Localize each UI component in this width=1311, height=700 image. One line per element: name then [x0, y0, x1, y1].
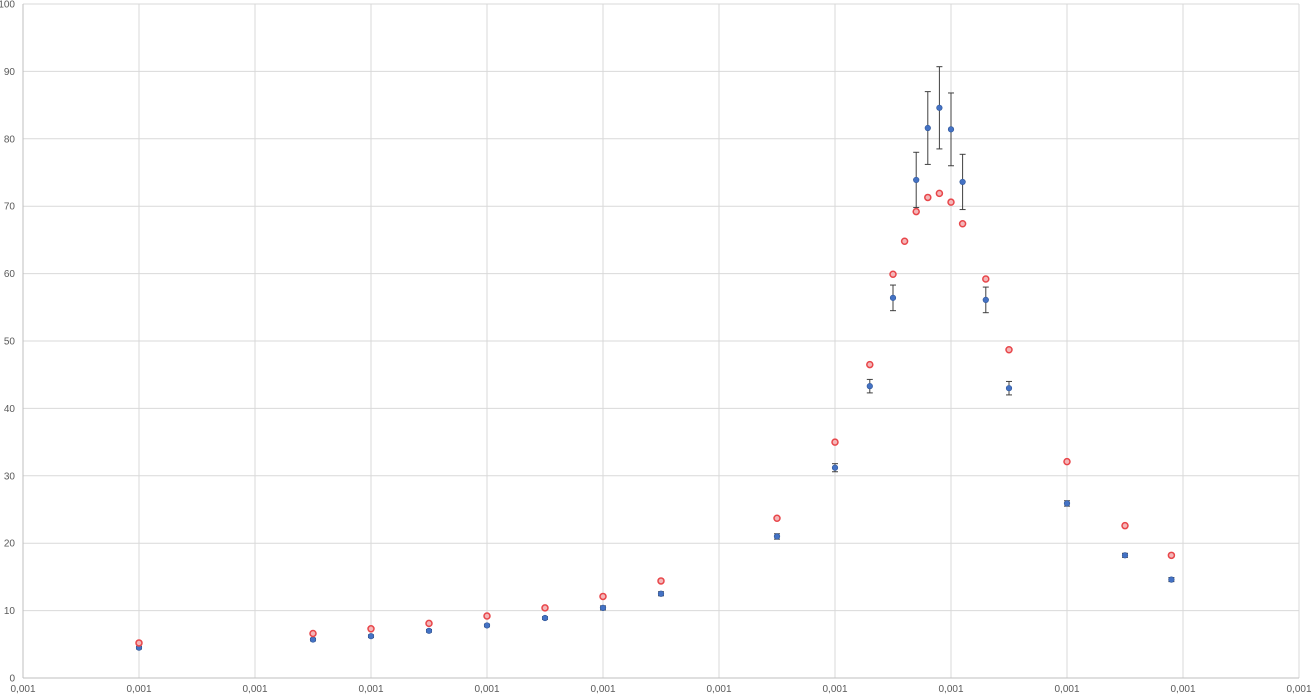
data-point-series-1: [1168, 576, 1175, 583]
y-tick-label: 80: [4, 134, 16, 145]
data-point-series-1: [483, 622, 491, 629]
gridlines: [23, 3, 1300, 678]
data-point-series-2: [866, 360, 874, 369]
data-point-series-1: [924, 124, 931, 132]
x-tick-label: 0,001: [590, 684, 615, 695]
data-point-series-2: [1167, 551, 1176, 560]
x-tick-label: 0,001: [474, 684, 499, 695]
y-tick-label: 70: [4, 202, 16, 213]
data-point-series-2: [935, 189, 944, 198]
data-point-series-1: [309, 636, 317, 643]
data-point-series-2: [947, 198, 955, 206]
x-tick-label: 0,001: [938, 684, 963, 695]
x-tick-label: 0,001: [10, 684, 35, 695]
data-point-series-2: [1121, 521, 1129, 530]
data-point-series-1: [936, 104, 943, 111]
x-tick-label: 0,001: [1286, 684, 1311, 695]
axes: [22, 4, 1299, 679]
data-point-series-1: [831, 464, 839, 471]
x-tick-label: 0,001: [126, 684, 151, 695]
data-point-series-2: [657, 577, 665, 585]
data-point-series-1: [913, 176, 920, 184]
error-bars: [136, 66, 1175, 650]
data-point-series-2: [309, 629, 317, 638]
x-tick-label: 0,001: [822, 684, 847, 695]
data-point-series-2: [367, 625, 375, 633]
x-tick-label: 0,001: [242, 684, 267, 695]
data-point-series-2: [483, 612, 491, 620]
data-point-series-1: [1005, 385, 1013, 392]
y-tick-label: 0: [9, 674, 15, 685]
x-tick-labels: 0,001 0,001 0,001 0,001 0,001 0,001 0,001 0,001…: [10, 684, 1311, 695]
data-point-series-1: [947, 126, 955, 133]
data-point-series-1: [657, 590, 665, 597]
data-point-series-2: [1005, 346, 1013, 354]
data-point-series-2: [541, 604, 549, 612]
data-markers: [135, 104, 1176, 651]
data-point-series-1: [866, 383, 873, 390]
data-point-series-1: [1121, 552, 1129, 559]
data-point-series-1: [959, 178, 966, 186]
x-tick-label: 0,001: [358, 684, 383, 695]
data-point-series-2: [135, 639, 143, 647]
y-tick-label: 40: [4, 404, 16, 415]
y-tick-label: 50: [4, 337, 16, 348]
x-tick-label: 0,001: [1170, 684, 1195, 695]
data-point-series-1: [982, 296, 989, 303]
y-tick-labels: 0 10 20 30 40 50 60 70 80 90 100: [0, 0, 15, 685]
y-tick-label: 90: [4, 67, 16, 78]
data-point-series-2: [831, 438, 839, 446]
data-point-series-2: [900, 237, 909, 245]
data-point-series-2: [889, 270, 897, 279]
data-point-series-1: [1063, 500, 1071, 507]
data-point-series-2: [773, 514, 781, 523]
x-tick-label: 0,001: [1054, 684, 1079, 695]
data-point-series-1: [889, 294, 897, 301]
data-point-series-2: [958, 219, 967, 228]
y-tick-label: 20: [4, 539, 16, 550]
data-point-series-2: [1063, 457, 1071, 466]
data-point-series-1: [599, 604, 607, 612]
data-point-series-2: [599, 592, 607, 601]
x-tick-label: 0,001: [706, 684, 731, 695]
data-point-series-1: [425, 627, 433, 634]
data-point-series-1: [773, 533, 781, 540]
data-point-series-2: [912, 207, 920, 216]
y-tick-label: 60: [4, 269, 16, 280]
y-tick-label: 100: [0, 0, 15, 11]
data-point-series-2: [425, 619, 433, 628]
data-point-series-2: [982, 275, 990, 283]
data-point-series-2: [924, 193, 932, 202]
data-point-series-1: [367, 633, 375, 640]
y-tick-label: 30: [4, 471, 16, 482]
y-tick-label: 10: [4, 606, 16, 617]
data-point-series-1: [541, 614, 549, 622]
